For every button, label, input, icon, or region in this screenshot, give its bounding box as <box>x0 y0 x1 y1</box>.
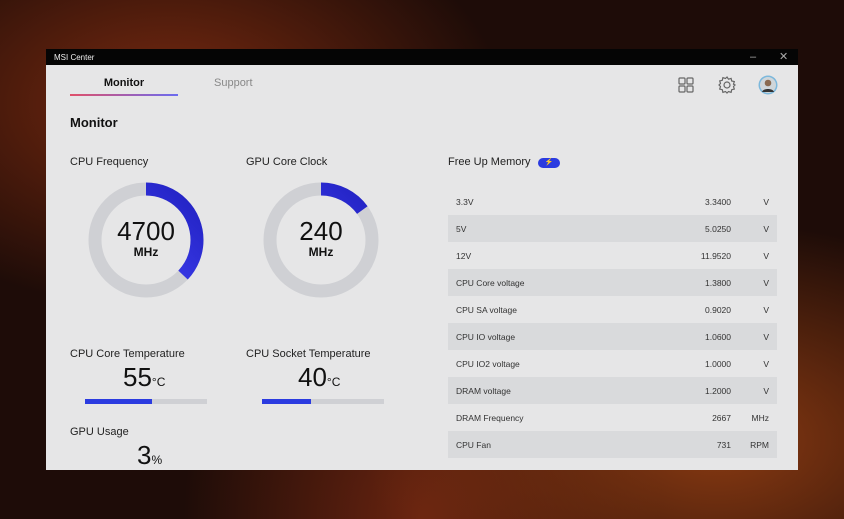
reading-value: 731 <box>716 439 731 450</box>
cpu-socket-temp-value: 40°C <box>298 362 340 393</box>
reading-row: 3.3V 3.3400 V <box>448 188 777 215</box>
reading-name: DRAM Frequency <box>456 412 524 423</box>
cpu-core-temp-value: 55°C <box>123 362 165 393</box>
cpu-core-temp-unit: °C <box>151 375 166 389</box>
reading-name: CPU Fan <box>456 439 491 450</box>
reading-unit: V <box>763 277 769 288</box>
cpu-socket-temp-bar-fill <box>262 399 311 404</box>
reading-row: CPU Fan 731 RPM <box>448 431 777 458</box>
cpu-socket-temp-number: 40 <box>298 362 327 392</box>
reading-row: CPU IO2 voltage 1.0000 V <box>448 350 777 377</box>
reading-row: 12V 11.9520 V <box>448 242 777 269</box>
cpu-frequency-unit: MHz <box>133 245 159 259</box>
reading-row: CPU IO voltage 1.0600 V <box>448 323 777 350</box>
reading-value: 3.3400 <box>705 196 731 207</box>
reading-unit: V <box>763 358 769 369</box>
window-title: MSI Center <box>54 52 95 62</box>
cpu-socket-temp-label: CPU Socket Temperature <box>246 348 371 360</box>
cpu-core-temp-bar <box>85 399 207 404</box>
gpu-usage-value: 3% <box>137 440 162 471</box>
reading-unit: RPM <box>750 439 769 450</box>
free-up-memory-toggle[interactable]: ⚡ <box>538 158 560 168</box>
reading-unit: V <box>763 250 769 261</box>
minimize-button[interactable]: – <box>750 51 757 63</box>
reading-name: CPU SA voltage <box>456 304 517 315</box>
gpu-usage-number: 3 <box>137 440 152 470</box>
page-title: Monitor <box>70 115 118 130</box>
reading-value: 1.3800 <box>705 277 731 288</box>
avatar[interactable] <box>758 75 778 95</box>
reading-row: CPU Core voltage 1.3800 V <box>448 269 777 296</box>
cpu-frequency-value: 4700 <box>117 216 175 246</box>
tab-support[interactable]: Support <box>214 77 253 89</box>
gauge-arc <box>263 182 379 298</box>
reading-row: DRAM voltage 1.2000 V <box>448 377 777 404</box>
reading-row: DRAM Frequency 2667 MHz <box>448 404 777 431</box>
gpu-usage-label: GPU Usage <box>70 426 129 438</box>
reading-row: CPU SA voltage 0.9020 V <box>448 296 777 323</box>
reading-row: 5V 5.0250 V <box>448 215 777 242</box>
cpu-socket-temp-unit: °C <box>326 375 341 389</box>
gpu-core-clock-label: GPU Core Clock <box>246 156 328 168</box>
reading-name: CPU Core voltage <box>456 277 525 288</box>
reading-name: 3.3V <box>456 196 474 207</box>
gpu-usage-unit: % <box>151 453 163 467</box>
gpu-core-clock-value: 240 <box>299 216 343 246</box>
reading-unit: V <box>763 196 769 207</box>
reading-value: 11.9520 <box>700 250 731 261</box>
cpu-frequency-label: CPU Frequency <box>70 156 149 168</box>
msi-center-window: MSI Center – ✕ Monitor Support Monitor C… <box>46 49 798 470</box>
reading-value: 1.2000 <box>705 385 731 396</box>
cpu-core-temp-label: CPU Core Temperature <box>70 348 185 360</box>
reading-name: 5V <box>456 223 467 234</box>
gear-icon[interactable] <box>717 75 737 95</box>
reading-unit: V <box>763 385 769 396</box>
gpu-core-clock-gauge: 240 MHz <box>261 180 381 300</box>
cpu-socket-temp-bar <box>262 399 384 404</box>
cpu-core-temp-number: 55 <box>123 362 152 392</box>
reading-name: 12V <box>456 250 472 261</box>
reading-name: CPU IO2 voltage <box>456 358 520 369</box>
grid-icon[interactable] <box>676 75 696 95</box>
close-button[interactable]: ✕ <box>779 51 789 63</box>
reading-value: 0.9020 <box>705 304 731 315</box>
readings-table: 3.3V 3.3400 V 5V 5.0250 V 12V 11.9520 V CPU Core … <box>448 188 777 458</box>
reading-value: 1.0000 <box>705 358 731 369</box>
reading-unit: V <box>763 304 769 315</box>
reading-unit: V <box>763 223 769 234</box>
gpu-core-clock-unit: MHz <box>308 245 334 259</box>
reading-value: 5.0250 <box>705 223 731 234</box>
reading-value: 2667 <box>712 412 731 423</box>
title-bar: MSI Center – ✕ <box>46 49 798 65</box>
free-up-memory-label: Free Up Memory <box>448 156 531 168</box>
gauge-arc <box>88 182 204 298</box>
cpu-frequency-gauge: 4700 MHz <box>86 180 206 300</box>
reading-name: CPU IO voltage <box>456 331 516 342</box>
tab-monitor[interactable]: Monitor <box>70 77 178 96</box>
reading-unit: V <box>763 331 769 342</box>
reading-value: 1.0600 <box>705 331 731 342</box>
cpu-core-temp-bar-fill <box>85 399 153 404</box>
reading-name: DRAM voltage <box>456 385 511 396</box>
reading-unit: MHz <box>751 412 769 423</box>
